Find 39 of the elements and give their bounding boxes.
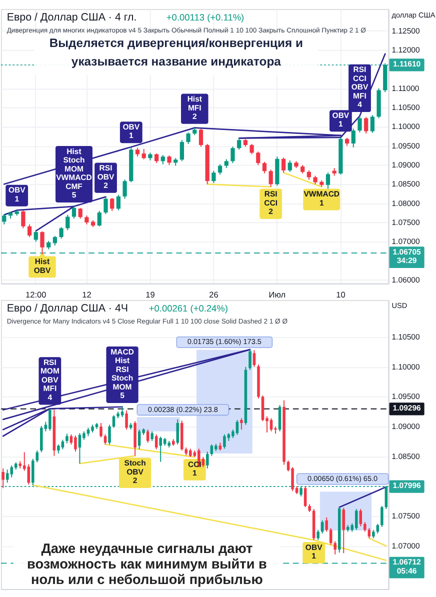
ref-line-label: 1.06712 05:46 [392, 558, 422, 576]
y-tick-label: 1.09000 [392, 160, 420, 170]
ref-line-label: 1.07996 [392, 481, 422, 490]
annotation: +0.00113 (+0.11%) [166, 12, 244, 23]
ref-line-label: 1.06705 34:29 [392, 247, 422, 266]
y-tick-label: 1.11000 [392, 84, 420, 93]
chart-title: Евро / Доллар США · 4 гл. [6, 12, 137, 24]
y-tick-label: 1.12000 [392, 45, 420, 54]
y-tick-label: 1.06000 [392, 275, 420, 284]
y-tick-label: 1.09000 [392, 422, 420, 432]
series-label: MACD Hist RSI Stoch MOM 5 [110, 347, 134, 400]
series-label: OBV 1 [8, 186, 26, 204]
y-tick-label: 1.07500 [392, 218, 420, 227]
y-tick-label: 1.12500 [392, 26, 420, 36]
y-tick-label: 1.09500 [392, 141, 420, 150]
y-tick-label: 1.08500 [392, 452, 420, 461]
annotation: +0.00261 (+0.24%) [148, 304, 228, 314]
annotation: Даже неудачные сигналы дают возможность как минимум выйти в ноль или с небольшой прибылью [27, 541, 267, 588]
chart-title: Евро / Доллар США · 4Ч [6, 302, 128, 315]
y-tick-label: 1.10500 [392, 102, 420, 112]
series-label: Stoch OBV 2 [124, 458, 146, 486]
series-label: RSI MOM OBV MFI 4 [40, 358, 60, 402]
annotation: Выделяется дивергенция/конвергенция и указывается название индикатора [49, 36, 303, 68]
series-label: RSI CCI 2 [264, 190, 278, 216]
series-label: Hist MFI 2 [187, 94, 202, 122]
y-tick-label: 1.10000 [392, 362, 420, 372]
y-tick-label: 1.07000 [392, 237, 420, 246]
series-label: Hist OBV [34, 257, 52, 275]
y-tick-label: 1.08500 [392, 180, 420, 189]
y-tick-label: 1.10000 [392, 122, 420, 132]
series-label: VWMACD 1 [304, 190, 340, 208]
y-tick-label: 1.10500 [392, 332, 420, 342]
y-tick-label: 1.09500 [392, 392, 420, 402]
ref-line-label: 1.11610 [392, 59, 421, 68]
y-tick-label: 1.07500 [392, 512, 420, 521]
series-label: OBV 1 [305, 542, 324, 561]
y-tick-label: 1.08000 [392, 198, 420, 208]
y-tick-label: 1.07000 [392, 541, 420, 550]
ref-line-label: 1.09296 [392, 403, 422, 412]
